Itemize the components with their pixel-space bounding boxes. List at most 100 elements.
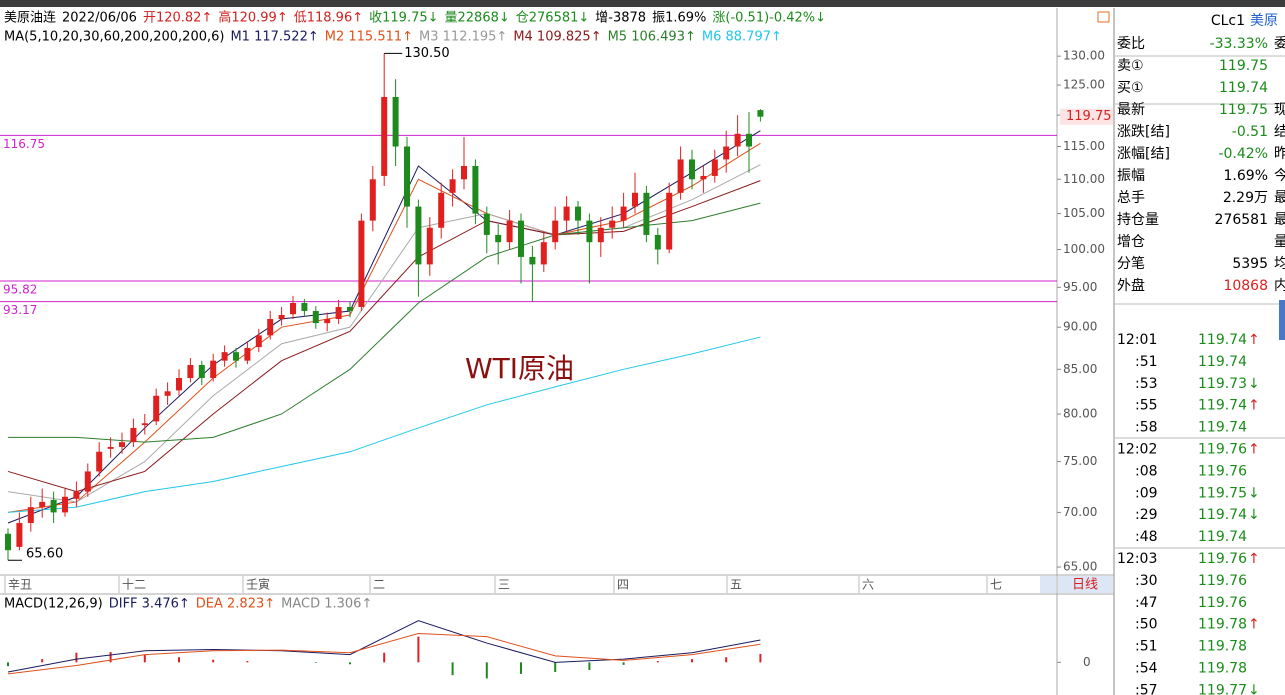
candle-body [597, 227, 604, 243]
x-tick-label: 六 [862, 578, 874, 592]
trade-arrow: ↑ [1248, 332, 1260, 348]
quote-field: 仓276581↓ [516, 11, 590, 26]
y-tick-label: 95.00 [1063, 280, 1097, 294]
trade-time: :55 [1135, 398, 1158, 414]
scroll-thumb [1040, 576, 1056, 593]
ma-field: M1 117.522↑ [230, 30, 318, 45]
y-tick-label: 110.00 [1063, 172, 1105, 186]
level-label: 116.75 [3, 137, 45, 151]
candle-body [335, 306, 342, 320]
candle-body [586, 220, 593, 243]
trade-time: :58 [1135, 420, 1158, 436]
candle-body [518, 220, 524, 257]
x-tick-label: 七 [990, 578, 1002, 592]
quote-value: -0.42% [1218, 146, 1268, 162]
quote-field: 2022/06/06 [62, 11, 137, 26]
quote-label: 总手 [1117, 190, 1145, 206]
trade-time: :51 [1135, 354, 1158, 370]
candle-body [392, 96, 399, 147]
trade-time: :50 [1135, 617, 1158, 633]
quote-label: 外盘 [1117, 277, 1145, 294]
high-label: 130.50 [404, 46, 450, 61]
trade-arrow: ↓ [1248, 376, 1260, 392]
quote-field: 增-3878 [595, 11, 646, 26]
ma-line [7, 130, 761, 524]
quote-value: 10868 [1223, 278, 1268, 294]
quote-cut: 昨 [1274, 146, 1285, 162]
quote-field: 涨(-0.51)-0.42%↓ [712, 11, 826, 26]
quote-label: 涨跌[结] [1117, 124, 1170, 140]
candle-body [119, 442, 125, 447]
candle-body [746, 133, 752, 147]
quote-label: 委比 [1117, 36, 1145, 52]
macd-field: DEA 2.823↑ [196, 597, 275, 612]
period-button-bg[interactable] [1058, 576, 1113, 593]
trade-price: 119.73 [1198, 376, 1247, 392]
y-tick-label: 85.00 [1063, 362, 1097, 376]
macd-field: MACD 1.306↑ [281, 597, 372, 612]
candle-body [27, 507, 34, 524]
quote-label: 分笔 [1117, 256, 1145, 272]
quote-value: -33.33% [1210, 36, 1268, 52]
trade-price: 119.76 [1198, 463, 1247, 479]
trade-time: :48 [1135, 529, 1158, 545]
candle-body [255, 335, 262, 348]
candle-body [461, 165, 467, 180]
trade-price: 119.74 [1198, 354, 1247, 370]
trade-time: :51 [1135, 639, 1158, 655]
candle-body [654, 234, 661, 250]
candle-body [221, 352, 228, 361]
candle-body [449, 179, 456, 193]
candle-body [84, 471, 91, 492]
macd-field: MACD(12,26,9) [4, 597, 103, 612]
trade-time: :09 [1135, 485, 1158, 501]
quote-value: 2.29万 [1223, 190, 1268, 206]
candle-body [278, 314, 285, 320]
y-tick-label: 70.00 [1063, 505, 1097, 519]
candle-body [563, 206, 570, 221]
candle-body [153, 395, 160, 422]
candle-body [711, 159, 718, 176]
ma-field: M4 109.825↑ [513, 30, 601, 45]
candle-body [358, 220, 365, 307]
trade-time: 12:02 [1117, 442, 1157, 458]
candle-body [620, 206, 627, 221]
period-button[interactable]: 日线 [1072, 578, 1098, 593]
quote-value: 119.74 [1219, 80, 1268, 96]
candle-body [700, 175, 707, 180]
candle-body [347, 306, 353, 311]
candle-body [267, 319, 274, 336]
candle-body [96, 451, 103, 472]
quote-cut: 今 [1274, 168, 1285, 184]
candle-body [176, 378, 182, 391]
panel-icon [1097, 11, 1110, 23]
candle-body [426, 227, 433, 265]
candle-body [483, 213, 490, 235]
trade-price: 119.74 [1198, 420, 1247, 436]
candle-body [415, 206, 422, 265]
candle-body [198, 364, 205, 379]
quote-cut: 委 [1274, 36, 1285, 52]
quote-cut: 结 [1274, 124, 1285, 140]
quote-field: 美原油连 [4, 10, 56, 26]
trade-time: :29 [1135, 507, 1158, 523]
y-tick-label: 80.00 [1063, 406, 1097, 420]
candle-body [529, 256, 536, 265]
candle-body [73, 491, 80, 499]
y-tick-label: 105.00 [1063, 206, 1105, 220]
macd-dea [7, 632, 761, 675]
candle-body [141, 423, 148, 426]
level-label: 93.17 [3, 303, 37, 317]
scrollbar[interactable] [1279, 300, 1285, 340]
candle-body [210, 360, 217, 379]
trade-price: 119.78 [1198, 617, 1247, 633]
quote-field: 量22868↓ [445, 11, 510, 26]
trade-arrow: ↓ [1248, 682, 1260, 695]
quote-value: 1.69% [1224, 168, 1268, 184]
candle-body [312, 310, 319, 324]
x-tick-label: 四 [617, 578, 629, 592]
ma-line [7, 142, 761, 513]
candle-body [244, 347, 251, 361]
candle-body [16, 523, 23, 547]
